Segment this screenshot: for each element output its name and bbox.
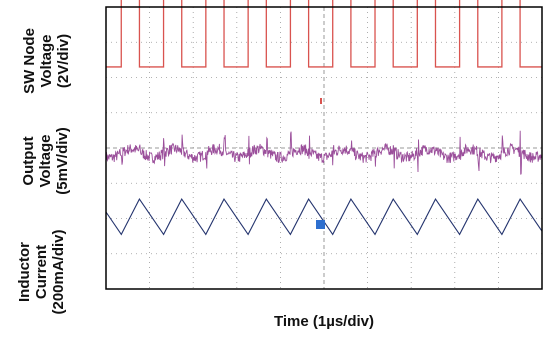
output-label-line-2: Voltage [37,134,54,188]
plot-frame [105,6,543,290]
inductor-label-line-3: (200mA/div) [50,229,67,315]
inductor-current-axis-label: Inductor Current (200mA/div) [16,212,70,332]
trigger-marker [316,220,325,229]
output-voltage-trace [105,130,543,175]
x-axis-label: Time (1µs/div) [273,313,375,330]
sw-node-label-line-2: Voltage [38,34,55,88]
traces [105,0,543,236]
sw-node-trace [106,0,542,68]
inductor-label-line-1: Inductor [16,242,33,302]
output-label-line-1: Output [20,136,37,186]
sw-node-label-line-1: SW Node [21,28,38,94]
output-voltage-axis-label: Output Voltage (5mV/div) [20,106,74,216]
sw-cursor-marker [320,98,322,104]
inductor-current-trace [105,198,543,236]
inductor-label-line-2: Current [33,244,50,300]
output-label-line-3: (5mV/div) [54,127,71,195]
sw-node-axis-label: SW Node Voltage (2V/div) [21,6,75,116]
grid [106,7,542,289]
sw-node-label-line-3: (2V/div) [55,33,72,89]
